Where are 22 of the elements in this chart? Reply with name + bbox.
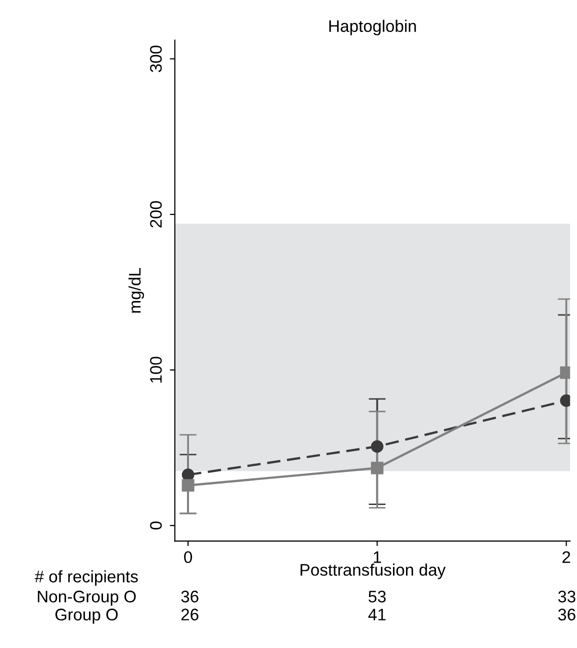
x-tick-label: 2 — [562, 551, 570, 563]
point — [370, 440, 384, 453]
text: 26 — [181, 608, 198, 620]
x-axis-title: Posttransfusion day — [300, 564, 446, 580]
y-tick-label: 200 — [150, 201, 162, 228]
y-tick-label: 100 — [150, 356, 162, 383]
y-tick-label: 300 — [150, 46, 162, 72]
text: 33 — [558, 590, 576, 602]
chart-title: Haptoglobin — [329, 20, 416, 36]
x-tick-label: 0 — [184, 551, 192, 564]
point — [370, 462, 384, 474]
y-tick-label: 0 — [150, 522, 162, 530]
text: 36 — [558, 608, 576, 620]
text: Group O — [55, 608, 118, 624]
text: Non-Group O — [38, 590, 136, 606]
y-axis-title: mg/dL — [128, 268, 144, 313]
text: # of recipients — [34, 570, 138, 586]
x-tick-label: 1 — [374, 551, 382, 563]
point — [182, 479, 194, 492]
text: 36 — [181, 590, 198, 602]
text: 53 — [368, 590, 386, 602]
text: 41 — [368, 608, 386, 620]
